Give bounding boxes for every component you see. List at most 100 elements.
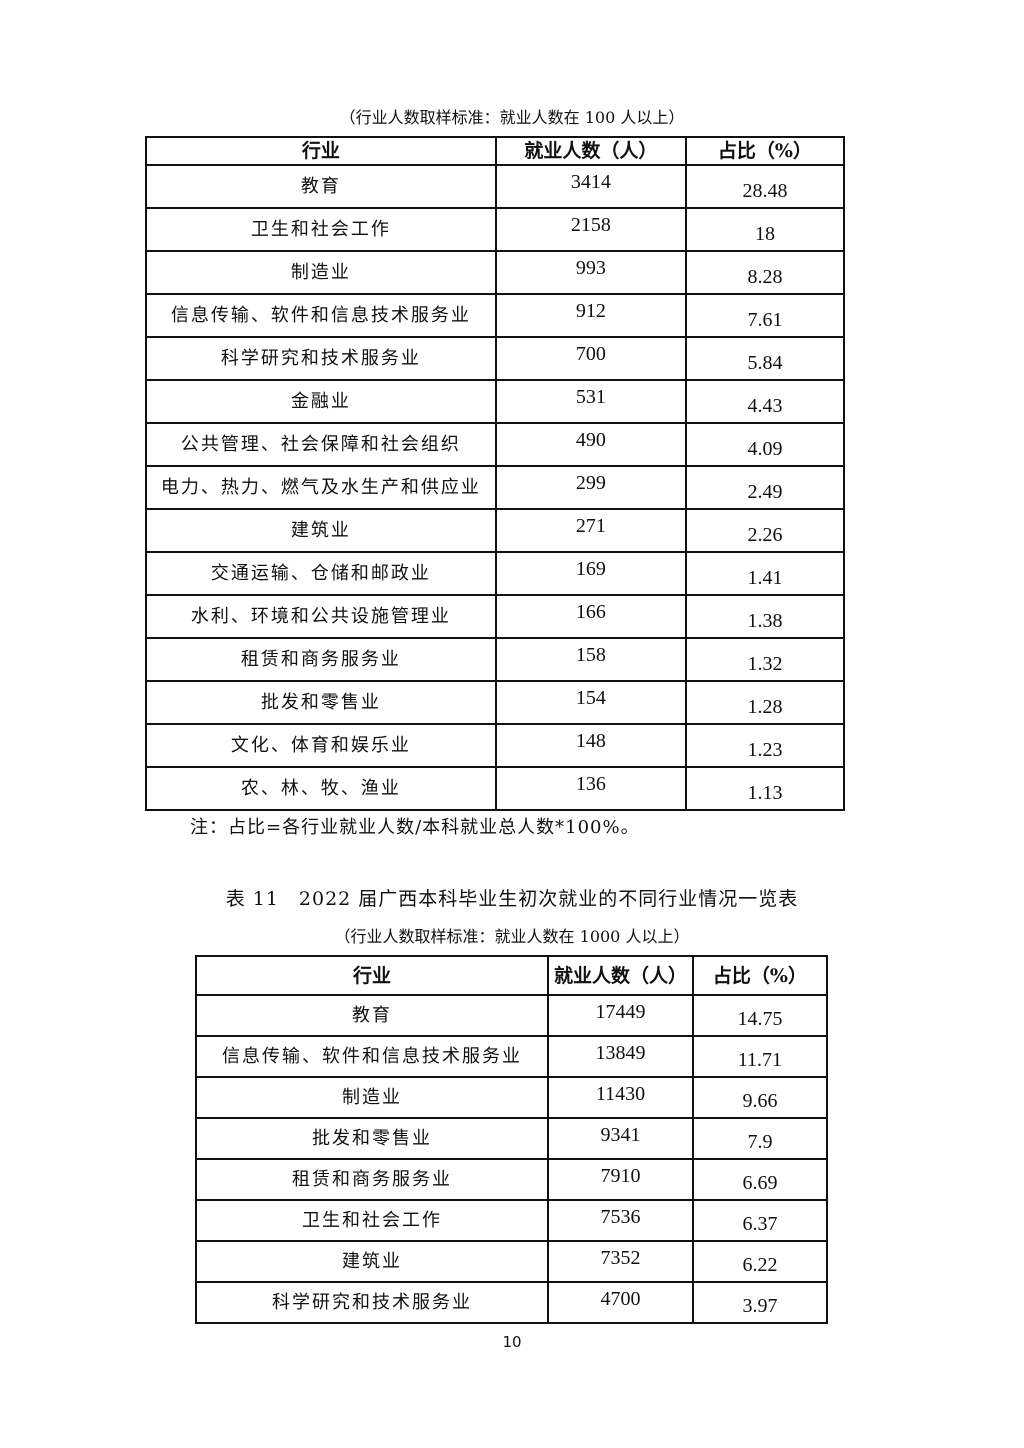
- percent-cell: 6.37: [691, 1199, 829, 1242]
- count-cell: 271: [494, 508, 687, 553]
- percent-cell: 18: [684, 207, 846, 252]
- header-industry: 行业: [194, 955, 550, 996]
- table11-title: 表 11 2022 届广西本科毕业生初次就业的不同行业情况一览表: [225, 888, 799, 910]
- percent-cell: 1.32: [684, 637, 846, 682]
- industry-cell: 水利、环境和公共设施管理业: [145, 594, 497, 639]
- table-row: 制造业 993 8.28: [145, 250, 846, 295]
- header-percent: 占比（%）: [691, 955, 829, 996]
- table-row: 信息传输、软件和信息技术服务业 13849 11.71: [194, 1035, 829, 1078]
- table-row: 建筑业 271 2.26: [145, 508, 846, 553]
- count-cell: 166: [494, 594, 687, 639]
- industry-cell: 批发和零售业: [145, 680, 497, 725]
- percent-cell: 8.28: [684, 250, 846, 295]
- table10-subtitle: （行业人数取样标准：就业人数在 100 人以上）: [339, 108, 685, 127]
- industry-cell: 租赁和商务服务业: [145, 637, 497, 682]
- industry-cell: 金融业: [145, 379, 497, 424]
- table-row: 文化、体育和娱乐业 148 1.23: [145, 723, 846, 768]
- percent-cell: 1.28: [684, 680, 846, 725]
- industry-cell: 卫生和社会工作: [194, 1199, 550, 1242]
- table11-subtitle: （行业人数取样标准：就业人数在 1000 人以上）: [334, 927, 690, 946]
- table10-note: 注：占比=各行业就业人数/本科就业总人数*100%。: [190, 817, 640, 838]
- industry-cell: 信息传输、软件和信息技术服务业: [145, 293, 497, 338]
- percent-cell: 1.23: [684, 723, 846, 768]
- percent-cell: 4.43: [684, 379, 846, 424]
- industry-cell: 农、林、牧、渔业: [145, 766, 497, 811]
- percent-cell: 1.41: [684, 551, 846, 596]
- count-cell: 11430: [547, 1076, 694, 1119]
- table-row: 科学研究和技术服务业 700 5.84: [145, 336, 846, 381]
- table-row: 农、林、牧、渔业 136 1.13: [145, 766, 846, 811]
- table-row: 批发和零售业 9341 7.9: [194, 1117, 829, 1160]
- count-cell: 531: [494, 379, 687, 424]
- percent-cell: 7.9: [691, 1117, 829, 1160]
- count-cell: 148: [494, 723, 687, 768]
- count-cell: 13849: [547, 1035, 694, 1078]
- industry-cell: 公共管理、社会保障和社会组织: [145, 422, 497, 467]
- count-cell: 169: [494, 551, 687, 596]
- table-row: 水利、环境和公共设施管理业 166 1.38: [145, 594, 846, 639]
- industry-cell: 卫生和社会工作: [145, 207, 497, 252]
- industry-cell: 电力、热力、燃气及水生产和供应业: [145, 465, 497, 510]
- count-cell: 9341: [547, 1117, 694, 1160]
- count-cell: 17449: [547, 994, 694, 1037]
- industry-cell: 文化、体育和娱乐业: [145, 723, 497, 768]
- count-cell: 7536: [547, 1199, 694, 1242]
- percent-cell: 1.13: [684, 766, 846, 811]
- percent-cell: 7.61: [684, 293, 846, 338]
- count-cell: 700: [494, 336, 687, 381]
- table-row: 制造业 11430 9.66: [194, 1076, 829, 1119]
- table-row: 租赁和商务服务业 7910 6.69: [194, 1158, 829, 1201]
- industry-cell: 科学研究和技术服务业: [194, 1281, 550, 1324]
- table10: 行业 就业人数（人） 占比（%） 教育 3414 28.48 卫生和社会工作 2158 1…: [145, 136, 846, 811]
- percent-cell: 1.38: [684, 594, 846, 639]
- count-cell: 490: [494, 422, 687, 467]
- count-cell: 3414: [494, 164, 687, 209]
- table-header-row: 行业 就业人数（人） 占比（%）: [194, 955, 829, 996]
- industry-cell: 制造业: [194, 1076, 550, 1119]
- industry-cell: 租赁和商务服务业: [194, 1158, 550, 1201]
- industry-cell: 建筑业: [145, 508, 497, 553]
- percent-cell: 28.48: [684, 164, 846, 209]
- industry-cell: 教育: [145, 164, 497, 209]
- table-row: 卫生和社会工作 7536 6.37: [194, 1199, 829, 1242]
- percent-cell: 3.97: [691, 1281, 829, 1324]
- industry-cell: 制造业: [145, 250, 497, 295]
- percent-cell: 2.49: [684, 465, 846, 510]
- header-industry: 行业: [145, 136, 497, 166]
- header-count: 就业人数（人）: [547, 955, 694, 996]
- count-cell: 299: [494, 465, 687, 510]
- count-cell: 136: [494, 766, 687, 811]
- industry-cell: 信息传输、软件和信息技术服务业: [194, 1035, 550, 1078]
- percent-cell: 6.69: [691, 1158, 829, 1201]
- count-cell: 4700: [547, 1281, 694, 1324]
- table-row: 金融业 531 4.43: [145, 379, 846, 424]
- count-cell: 912: [494, 293, 687, 338]
- count-cell: 154: [494, 680, 687, 725]
- table-header-row: 行业 就业人数（人） 占比（%）: [145, 136, 846, 166]
- percent-cell: 9.66: [691, 1076, 829, 1119]
- percent-cell: 14.75: [691, 994, 829, 1037]
- percent-cell: 2.26: [684, 508, 846, 553]
- table-row: 科学研究和技术服务业 4700 3.97: [194, 1281, 829, 1324]
- table-row: 信息传输、软件和信息技术服务业 912 7.61: [145, 293, 846, 338]
- table-row: 卫生和社会工作 2158 18: [145, 207, 846, 252]
- percent-cell: 11.71: [691, 1035, 829, 1078]
- table11: 行业 就业人数（人） 占比（%） 教育 17449 14.75 信息传输、软件和信息技…: [194, 955, 829, 1324]
- count-cell: 7352: [547, 1240, 694, 1283]
- header-count: 就业人数（人）: [494, 136, 687, 166]
- count-cell: 993: [494, 250, 687, 295]
- table-row: 公共管理、社会保障和社会组织 490 4.09: [145, 422, 846, 467]
- percent-cell: 4.09: [684, 422, 846, 467]
- industry-cell: 科学研究和技术服务业: [145, 336, 497, 381]
- page-number: 10: [502, 1333, 522, 1351]
- table-row: 电力、热力、燃气及水生产和供应业 299 2.49: [145, 465, 846, 510]
- percent-cell: 5.84: [684, 336, 846, 381]
- table-row: 教育 3414 28.48: [145, 164, 846, 209]
- table-row: 批发和零售业 154 1.28: [145, 680, 846, 725]
- count-cell: 2158: [494, 207, 687, 252]
- industry-cell: 建筑业: [194, 1240, 550, 1283]
- count-cell: 7910: [547, 1158, 694, 1201]
- percent-cell: 6.22: [691, 1240, 829, 1283]
- table-row: 租赁和商务服务业 158 1.32: [145, 637, 846, 682]
